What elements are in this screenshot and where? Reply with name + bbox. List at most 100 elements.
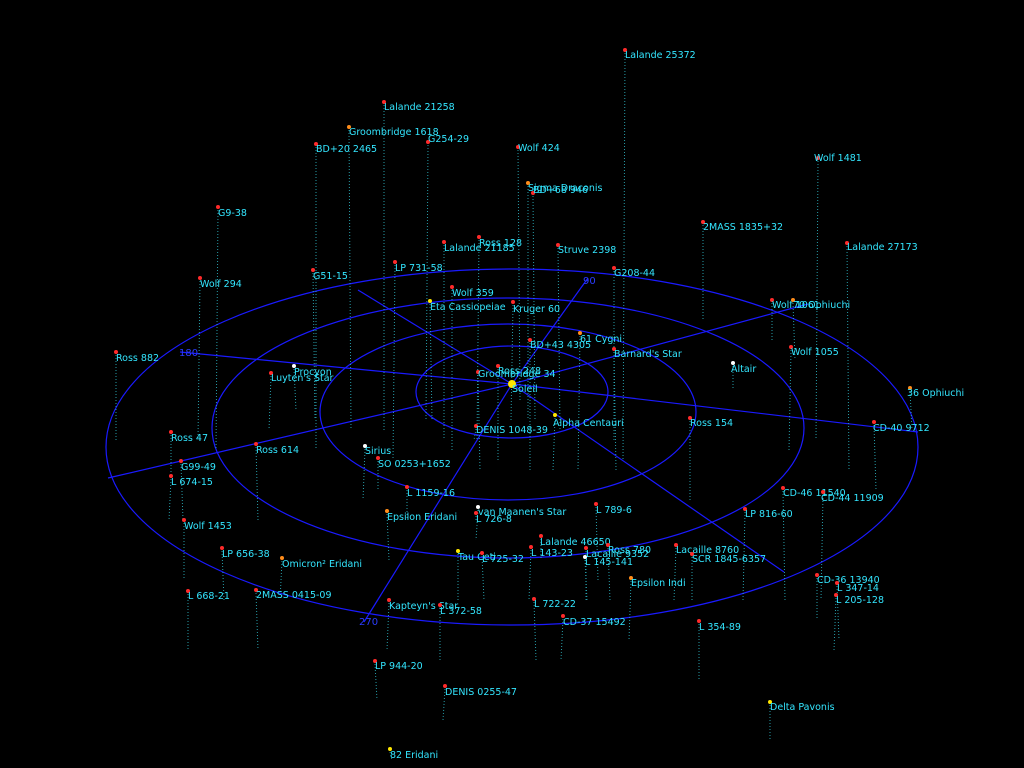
star-lp-944-20[interactable]: LP 944-20 — [373, 659, 423, 672]
star-label-bd-20-2465[interactable]: BD+20 2465 — [316, 144, 377, 155]
star-dot-lalande-46650[interactable] — [539, 534, 543, 538]
star-label-lalande-21185[interactable]: Lalande 21185 — [444, 243, 515, 254]
star-dot-kapteyn-s-star[interactable] — [387, 598, 391, 602]
star-dot-kruger-60[interactable] — [511, 300, 515, 304]
star-label-epsilon-indi[interactable]: Epsilon Indi — [631, 578, 686, 589]
star-dot-ross-154[interactable] — [688, 416, 692, 420]
star-l-726-8[interactable]: L 726-8 — [474, 511, 512, 525]
star-label-groombridge-34[interactable]: Groombridge 34 — [478, 369, 556, 380]
star-dot-delta-pavonis[interactable] — [768, 700, 772, 704]
star-dot-cd-44-11909[interactable] — [821, 490, 825, 494]
star-lacaille-9352[interactable]: Lacaille 9352 — [584, 546, 649, 560]
star-dot-2mass-0415-09[interactable] — [254, 588, 258, 592]
star-label-l-726-8[interactable]: L 726-8 — [476, 514, 512, 525]
star-label-omicron-eridani[interactable]: Omicron² Eridani — [282, 559, 362, 570]
star-label-82-eridani[interactable]: 82 Eridani — [390, 750, 438, 761]
star-kapteyn-s-star[interactable]: Kapteyn's Star — [387, 598, 458, 612]
star-dot-wolf-294[interactable] — [198, 276, 202, 280]
star-g51-15[interactable]: G51-15 — [311, 268, 348, 282]
star-alpha-centauri[interactable]: Alpha Centauri — [553, 413, 624, 429]
star-wolf-1061[interactable]: Wolf 1061 — [770, 298, 820, 311]
star-label-cd-40-9712[interactable]: CD-40 9712 — [873, 423, 930, 434]
star-dot-l-722-22[interactable] — [532, 597, 536, 601]
star-82-eridani[interactable]: 82 Eridani — [388, 747, 438, 761]
star-van-maanen-s-star[interactable]: van Maanen's Star — [476, 505, 566, 518]
star-groombridge-34[interactable]: Groombridge 34 — [476, 369, 556, 380]
star-label-denis-0255-47[interactable]: DENIS 0255-47 — [445, 687, 517, 698]
star-ross-248[interactable]: Ross 248 — [496, 364, 541, 377]
star-label-l-668-21[interactable]: L 668-21 — [188, 591, 230, 602]
star-l-372-58[interactable]: L 372-58 — [438, 603, 482, 617]
star-label-wolf-424[interactable]: Wolf 424 — [518, 143, 560, 154]
star-ross-154[interactable]: Ross 154 — [688, 416, 733, 429]
star-dot-ross-47[interactable] — [169, 430, 173, 434]
star-ross-128[interactable]: Ross 128 — [477, 235, 522, 249]
star-dot-groombridge-1618[interactable] — [347, 125, 351, 129]
star-dot-g51-15[interactable] — [311, 268, 315, 272]
star-label-epsilon-eridani[interactable]: Epsilon Eridani — [387, 512, 457, 523]
star-so-0253-1652[interactable]: SO 0253+1652 — [376, 456, 451, 470]
star-label-g51-15[interactable]: G51-15 — [313, 271, 348, 282]
star-dot-lp-944-20[interactable] — [373, 659, 377, 663]
star-dot-sirius[interactable] — [363, 444, 367, 448]
star-label-g208-44[interactable]: G208-44 — [614, 268, 655, 279]
star-dot-ross-614[interactable] — [254, 442, 258, 446]
star-label-lalande-27173[interactable]: Lalande 27173 — [847, 242, 918, 253]
star-label-l-143-23[interactable]: L 143-23 — [531, 548, 573, 559]
star-lp-731-58[interactable]: LP 731-58 — [393, 260, 443, 274]
star-dot-g9-38[interactable] — [216, 205, 220, 209]
star-label-l-674-15[interactable]: L 674-15 — [171, 477, 213, 488]
star-label-cd-36-13940[interactable]: CD-36 13940 — [817, 575, 880, 586]
star-label-wolf-1055[interactable]: Wolf 1055 — [791, 347, 839, 358]
star-g99-49[interactable]: G99-49 — [179, 459, 216, 473]
star-dot-l-789-6[interactable] — [594, 502, 598, 506]
star-dot-epsilon-indi[interactable] — [629, 576, 633, 580]
star-label-cd-44-11909[interactable]: CD-44 11909 — [821, 493, 884, 504]
star-omicron-eridani[interactable]: Omicron² Eridani — [280, 556, 362, 570]
star-dot-epsilon-eridani[interactable] — [385, 509, 389, 513]
star-dot-lalande-21185[interactable] — [442, 240, 446, 244]
star-dot-ross-882[interactable] — [114, 350, 118, 354]
star-dot-36-ophiuchi[interactable] — [908, 386, 912, 390]
star-l-205-128[interactable]: L 205-128 — [834, 593, 884, 606]
star-wolf-359[interactable]: Wolf 359 — [450, 285, 494, 299]
star-ross-780[interactable]: Ross 780 — [606, 543, 651, 556]
star-label-l-725-32[interactable]: L 725-32 — [482, 554, 524, 565]
star-label-2mass-1835-32[interactable]: 2MASS 1835+32 — [703, 222, 783, 233]
star-dot-ross-248[interactable] — [496, 364, 500, 368]
star-lp-816-60[interactable]: LP 816-60 — [743, 507, 793, 520]
star-label-procyon[interactable]: Procyon — [294, 367, 332, 378]
star-label-lp-944-20[interactable]: LP 944-20 — [375, 661, 423, 672]
star-l-143-23[interactable]: L 143-23 — [529, 545, 573, 559]
star-label-wolf-294[interactable]: Wolf 294 — [200, 279, 242, 290]
star-dot-l-145-141[interactable] — [583, 555, 587, 559]
star-l-789-6[interactable]: L 789-6 — [594, 502, 632, 516]
star-label-lalande-46650[interactable]: Lalande 46650 — [540, 537, 611, 548]
star-l-674-15[interactable]: L 674-15 — [169, 474, 213, 488]
star-dot-procyon[interactable] — [292, 364, 296, 368]
star-dot-ross-128[interactable] — [477, 235, 481, 239]
star-bd-20-2465[interactable]: BD+20 2465 — [314, 142, 377, 155]
star-groombridge-1618[interactable]: Groombridge 1618 — [347, 125, 439, 138]
star-label-g254-29[interactable]: G254-29 — [428, 134, 469, 145]
star-l-354-89[interactable]: L 354-89 — [697, 619, 741, 633]
star-dot-g208-44[interactable] — [612, 266, 616, 270]
star-dot-lp-731-58[interactable] — [393, 260, 397, 264]
star-dot-luyten-s-star[interactable] — [269, 371, 273, 375]
star-dot-wolf-424[interactable] — [516, 145, 520, 149]
star-ross-47[interactable]: Ross 47 — [169, 430, 208, 444]
star-dot-ross-780[interactable] — [606, 543, 610, 547]
star-ross-614[interactable]: Ross 614 — [254, 442, 299, 456]
star-label-2mass-0415-09[interactable]: 2MASS 0415-09 — [256, 590, 332, 601]
star-label-70-ophiuchi[interactable]: 70 Ophiuchi — [793, 300, 850, 311]
star-lalande-21185[interactable]: Lalande 21185 — [442, 240, 515, 254]
star-lalande-27173[interactable]: Lalande 27173 — [845, 241, 918, 253]
star-wolf-1453[interactable]: Wolf 1453 — [182, 518, 232, 532]
star-label-g9-38[interactable]: G9-38 — [218, 208, 247, 219]
star-label-l-347-14[interactable]: L 347-14 — [837, 583, 879, 594]
star-dot-l-347-14[interactable] — [835, 581, 839, 585]
star-label-van-maanen-s-star[interactable]: van Maanen's Star — [478, 507, 566, 518]
star-dot-sigma-draconis[interactable] — [526, 181, 530, 185]
star-label-ross-128[interactable]: Ross 128 — [479, 238, 522, 249]
